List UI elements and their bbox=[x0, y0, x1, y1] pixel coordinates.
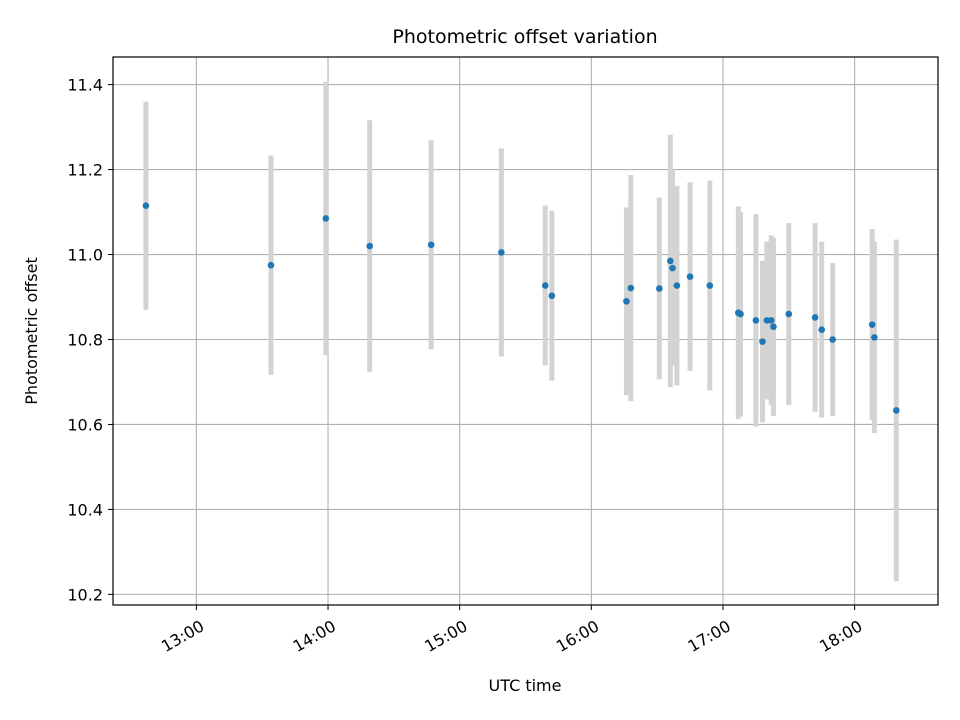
data-point bbox=[868, 321, 876, 328]
y-axis-label: Photometric offset bbox=[22, 257, 41, 405]
data-points bbox=[142, 202, 900, 414]
y-tick-label: 11.2 bbox=[67, 161, 103, 180]
x-axis-label: UTC time bbox=[489, 676, 562, 695]
chart-title: Photometric offset variation bbox=[392, 26, 657, 48]
data-point bbox=[893, 407, 900, 414]
data-point bbox=[427, 241, 435, 249]
data-point bbox=[737, 310, 744, 318]
data-point bbox=[818, 326, 826, 334]
data-point bbox=[686, 273, 694, 280]
data-point bbox=[142, 202, 150, 209]
data-point bbox=[770, 323, 777, 331]
data-point bbox=[752, 317, 760, 324]
data-point bbox=[623, 297, 630, 305]
y-tick-label: 10.6 bbox=[67, 415, 103, 434]
data-point bbox=[785, 310, 793, 318]
data-point bbox=[541, 282, 549, 289]
y-axis-ticks: 10.2 10.4 10.6 10.8 11.0 11.2 11.4 bbox=[67, 76, 113, 604]
data-point bbox=[767, 317, 775, 324]
y-tick-label: 10.2 bbox=[67, 585, 103, 604]
plot-frame bbox=[112, 56, 939, 606]
data-point bbox=[811, 314, 819, 321]
data-point bbox=[829, 336, 836, 343]
data-point bbox=[673, 282, 681, 289]
data-point bbox=[759, 338, 766, 345]
data-point bbox=[871, 334, 878, 341]
data-point bbox=[267, 261, 275, 269]
data-point bbox=[656, 285, 663, 292]
data-point bbox=[669, 264, 676, 272]
data-point bbox=[627, 284, 635, 292]
data-point bbox=[498, 249, 505, 256]
data-point bbox=[706, 282, 714, 289]
data-point bbox=[322, 215, 330, 222]
y-tick-label: 10.8 bbox=[67, 330, 103, 349]
data-point bbox=[667, 257, 674, 265]
data-point bbox=[366, 242, 374, 250]
y-tick-label: 10.4 bbox=[67, 500, 103, 519]
y-tick-label: 11.0 bbox=[67, 246, 103, 265]
y-tick-label: 11.4 bbox=[67, 76, 103, 95]
data-point bbox=[548, 292, 556, 300]
